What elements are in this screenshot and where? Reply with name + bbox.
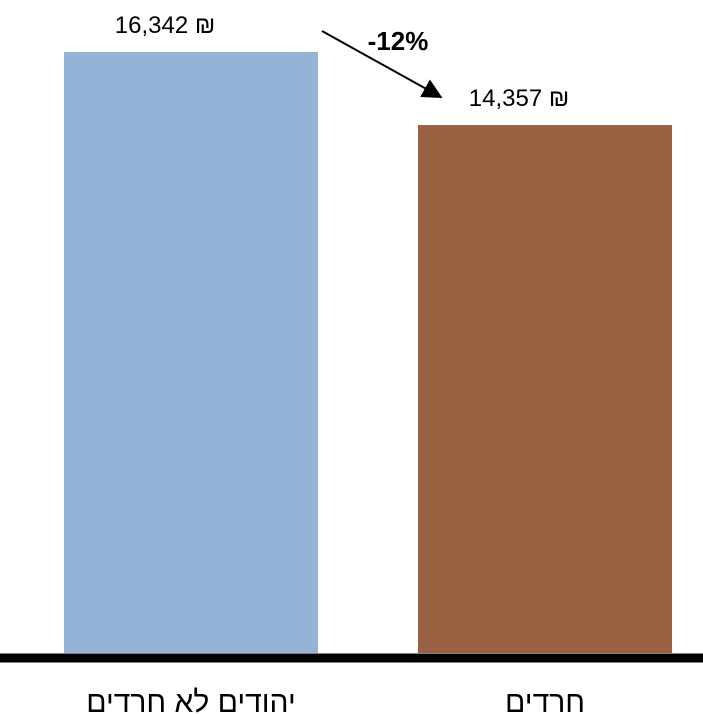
bar-0 [64, 52, 318, 653]
change-annotation: -12% [368, 26, 429, 56]
bar-value-label-1: 14,357 ₪ [469, 85, 569, 112]
bar-value-label-0: 16,342 ₪ [115, 12, 215, 39]
category-label-0: יהודים לא חרדים [86, 686, 296, 715]
bar-1 [418, 125, 672, 653]
change-arrow [321, 30, 443, 98]
category-label-1: חרדים [505, 686, 585, 715]
